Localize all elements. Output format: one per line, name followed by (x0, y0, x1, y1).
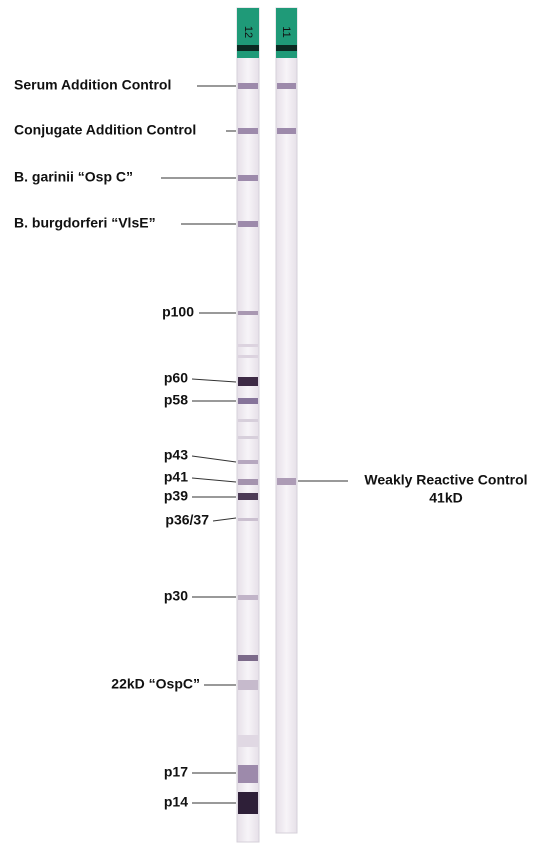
strip-12: 12 (237, 8, 259, 842)
band-label: p43 (164, 447, 188, 463)
band-label: p17 (164, 764, 188, 780)
band-label: p100 (162, 304, 194, 320)
blot-diagram: 12 11 (0, 0, 543, 844)
band-label: B. burgdorferi “VlsE” (14, 215, 156, 231)
control-label: Weakly Reactive Control (364, 472, 527, 488)
control-label: 41kD (429, 490, 462, 506)
strip-number: 11 (280, 26, 292, 37)
band-label: 22kD “OspC” (111, 676, 200, 692)
band-label: p58 (164, 392, 188, 408)
strip-number: 12 (242, 26, 254, 38)
band-label: p36/37 (165, 512, 209, 528)
band-label: B. garinii “Osp C” (14, 169, 133, 185)
band-label: p39 (164, 488, 188, 504)
band-label: p14 (164, 794, 188, 810)
strip-11: 11 (276, 8, 297, 833)
band-label: Serum Addition Control (14, 77, 171, 93)
labels: Serum Addition Control Conjugate Additio… (14, 77, 528, 810)
band-label: p41 (164, 469, 188, 485)
band-label: p30 (164, 588, 188, 604)
band-label: p60 (164, 370, 188, 386)
band-label: Conjugate Addition Control (14, 122, 196, 138)
